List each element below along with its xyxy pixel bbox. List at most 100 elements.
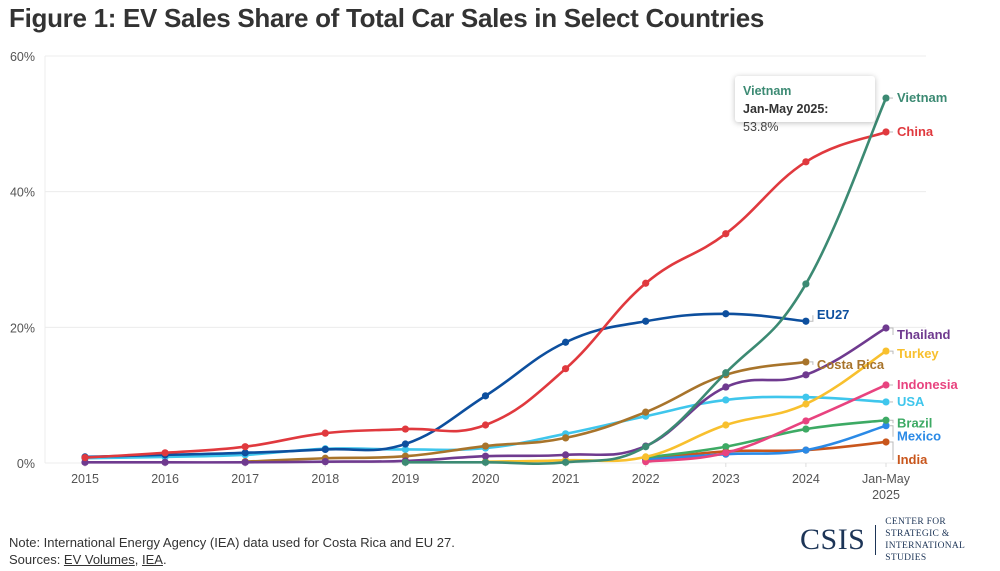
x-tick-label: 2020 (472, 472, 500, 486)
series-line-indonesia[interactable] (644, 383, 888, 463)
data-point-china[interactable] (241, 443, 249, 451)
series-line-usa[interactable] (83, 395, 888, 460)
data-point-china[interactable] (321, 429, 329, 437)
series-label-indonesia: Indonesia (897, 377, 958, 392)
data-point-vietnam[interactable] (722, 369, 730, 377)
x-tick-label: 2023 (712, 472, 740, 486)
data-point-eu27[interactable] (481, 392, 490, 400)
series-china (81, 128, 890, 462)
data-point-vietnam[interactable] (481, 458, 490, 466)
data-point-eu27[interactable] (642, 317, 650, 325)
y-tick-label: 40% (10, 186, 35, 200)
series-line-thailand[interactable] (83, 326, 888, 464)
x-tick-label: 2017 (231, 472, 259, 486)
series-vietnam (401, 94, 890, 466)
logo-line-1: CENTER FOR STRATEGIC & (885, 517, 950, 539)
data-point-turkey[interactable] (802, 400, 810, 408)
data-point-india[interactable] (882, 438, 890, 446)
data-point-eu27[interactable] (722, 310, 730, 318)
data-point-costa-rica[interactable] (481, 442, 490, 450)
data-point-thailand[interactable] (321, 458, 329, 466)
label-connector (809, 361, 814, 365)
series-line-india[interactable] (644, 440, 888, 461)
tooltip-key: Jan-May 2025: (743, 102, 829, 116)
label-connector (890, 441, 894, 460)
data-point-china[interactable] (481, 421, 490, 429)
data-point-thailand[interactable] (802, 371, 810, 379)
data-point-mexico[interactable] (802, 446, 810, 454)
sources-prefix: Sources: (9, 552, 64, 567)
logo-text: CENTER FOR STRATEGIC & INTERNATIONAL STU… (885, 516, 1000, 564)
x-tick-label: 2021 (552, 472, 580, 486)
data-point-china[interactable] (81, 453, 89, 462)
data-point-brazil[interactable] (802, 425, 810, 433)
x-tick-label: Jan-May (862, 472, 911, 486)
data-point-vietnam[interactable] (401, 458, 409, 466)
data-point-costa-rica[interactable] (642, 408, 650, 416)
data-point-thailand[interactable] (882, 324, 890, 332)
data-point-vietnam[interactable] (802, 280, 810, 288)
data-point-china[interactable] (802, 158, 810, 166)
series-label-mexico: Mexico (897, 429, 941, 444)
data-point-thailand[interactable] (161, 458, 169, 466)
data-point-indonesia[interactable] (882, 381, 890, 389)
data-point-china[interactable] (642, 279, 650, 287)
series-label-india: India (897, 452, 928, 467)
y-tick-label: 20% (10, 321, 35, 335)
data-point-vietnam[interactable] (642, 443, 650, 451)
sources-suffix: . (162, 552, 167, 567)
data-point-china[interactable] (562, 365, 570, 373)
data-point-turkey[interactable] (722, 421, 730, 429)
data-point-indonesia[interactable] (722, 449, 730, 457)
series-line-mexico[interactable] (644, 424, 888, 461)
data-point-china[interactable] (882, 128, 890, 136)
data-point-china[interactable] (401, 425, 409, 433)
series-label-usa: USA (897, 394, 925, 409)
data-point-thailand[interactable] (241, 458, 249, 466)
tooltip: Vietnam Jan-May 2025: 53.8% (735, 76, 875, 134)
data-point-usa[interactable] (882, 398, 890, 406)
data-point-eu27[interactable] (241, 449, 249, 457)
tooltip-value: 53.8% (743, 120, 779, 134)
data-point-eu27[interactable] (321, 445, 329, 454)
series-line-vietnam[interactable] (404, 96, 888, 466)
data-point-thailand[interactable] (481, 452, 490, 460)
data-point-brazil[interactable] (722, 443, 730, 451)
data-point-usa[interactable] (722, 396, 730, 404)
data-point-china[interactable] (161, 449, 169, 457)
data-point-usa[interactable] (802, 393, 810, 401)
sources-separator: , (134, 552, 142, 567)
label-connector (890, 419, 894, 424)
data-point-china[interactable] (722, 230, 730, 238)
data-point-eu27[interactable] (401, 440, 409, 448)
data-point-turkey[interactable] (882, 347, 890, 355)
data-point-vietnam[interactable] (562, 458, 570, 466)
data-point-usa[interactable] (401, 445, 409, 454)
data-point-thailand[interactable] (562, 451, 570, 459)
series-line-eu27[interactable] (83, 312, 808, 459)
data-point-indonesia[interactable] (802, 417, 810, 425)
series-label-costa-rica: Costa Rica (817, 357, 885, 372)
data-point-costa-rica[interactable] (562, 434, 570, 442)
data-point-eu27[interactable] (562, 338, 570, 346)
series-line-china[interactable] (83, 130, 888, 459)
series-lines (81, 94, 890, 466)
label-connector (809, 315, 814, 322)
data-point-vietnam[interactable] (882, 94, 890, 102)
footer-sources: Sources: EV Volumes, IEA. (9, 551, 455, 568)
data-point-turkey[interactable] (642, 453, 650, 461)
data-point-thailand[interactable] (722, 383, 730, 391)
data-point-brazil[interactable] (882, 416, 890, 424)
source-link-iea[interactable]: IEA (141, 552, 163, 567)
tooltip-series: Vietnam (743, 84, 792, 98)
data-point-eu27[interactable] (802, 317, 810, 325)
data-point-costa-rica[interactable] (802, 358, 810, 366)
series-label-vietnam: Vietnam (897, 90, 947, 105)
source-link-ev-volumes[interactable]: EV Volumes (63, 552, 135, 567)
csis-logo: CSIS CENTER FOR STRATEGIC & INTERNATIONA… (800, 517, 1000, 563)
label-connector (890, 350, 894, 355)
data-point-mexico[interactable] (882, 422, 890, 430)
series-label-turkey: Turkey (897, 346, 939, 361)
